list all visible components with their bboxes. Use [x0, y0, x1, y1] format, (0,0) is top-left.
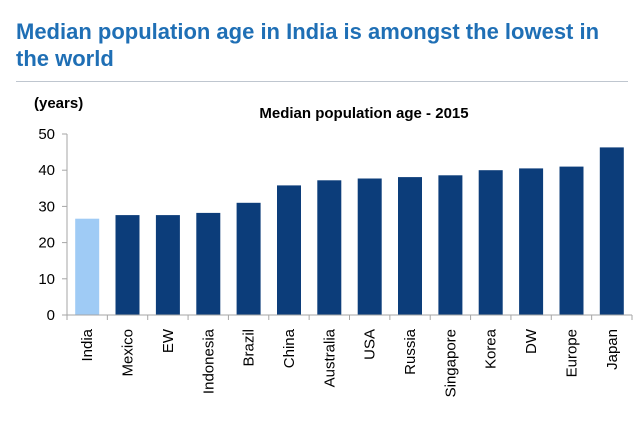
bar-australia	[317, 180, 342, 315]
bar-singapore	[438, 175, 463, 315]
x-tick-label-europe: Europe	[564, 329, 581, 377]
y-tick-label: 40	[38, 162, 55, 179]
axes-group	[62, 133, 633, 320]
page-headline: Median population age in India is amongs…	[16, 19, 600, 71]
bar-indonesia	[196, 212, 221, 315]
bar-india	[75, 218, 100, 315]
bar-russia	[398, 177, 422, 315]
bars-group	[75, 147, 624, 315]
x-tick-label-mexico: Mexico	[120, 329, 137, 377]
x-tick-labels: India Mexico EW Indonesia Brazil China Austral…	[79, 328, 621, 397]
bar-ew	[155, 215, 180, 315]
bar-brazil	[236, 202, 261, 315]
x-tick-label-india: India	[79, 328, 96, 361]
bar-europe	[559, 166, 584, 315]
bar-japan	[599, 147, 624, 315]
x-tick-label-indonesia: Indonesia	[200, 328, 217, 394]
x-tick-label-korea: Korea	[483, 328, 500, 369]
bar-china	[277, 185, 301, 315]
x-tick-label-china: China	[281, 328, 298, 368]
x-tick-label-brazil: Brazil	[241, 329, 258, 367]
bar-korea	[478, 170, 503, 315]
headline-divider	[16, 81, 628, 82]
x-tick-label-russia: Russia	[402, 328, 419, 375]
y-tick-label: 30	[38, 198, 55, 215]
bar-dw	[519, 168, 544, 315]
x-tick-label-singapore: Singapore	[442, 329, 459, 397]
y-tick-labels: 0 10 20 30 40 50	[38, 126, 55, 324]
bar-usa	[357, 178, 382, 315]
x-tick-label-australia: Australia	[321, 328, 338, 387]
y-axis-unit-label: (years)	[34, 95, 83, 112]
y-tick-label: 50	[38, 126, 55, 143]
chart-title: Median population age - 2015	[259, 105, 468, 122]
x-tick-label-japan: Japan	[604, 329, 621, 370]
y-tick-label: 10	[38, 271, 55, 288]
x-tick-label-usa: USA	[362, 329, 379, 360]
x-tick-label-ew: EW	[160, 328, 177, 353]
y-tick-label: 20	[38, 235, 55, 252]
x-tick-label-dw: DW	[523, 328, 540, 354]
y-tick-label: 0	[47, 307, 55, 324]
bar-mexico	[115, 215, 140, 315]
